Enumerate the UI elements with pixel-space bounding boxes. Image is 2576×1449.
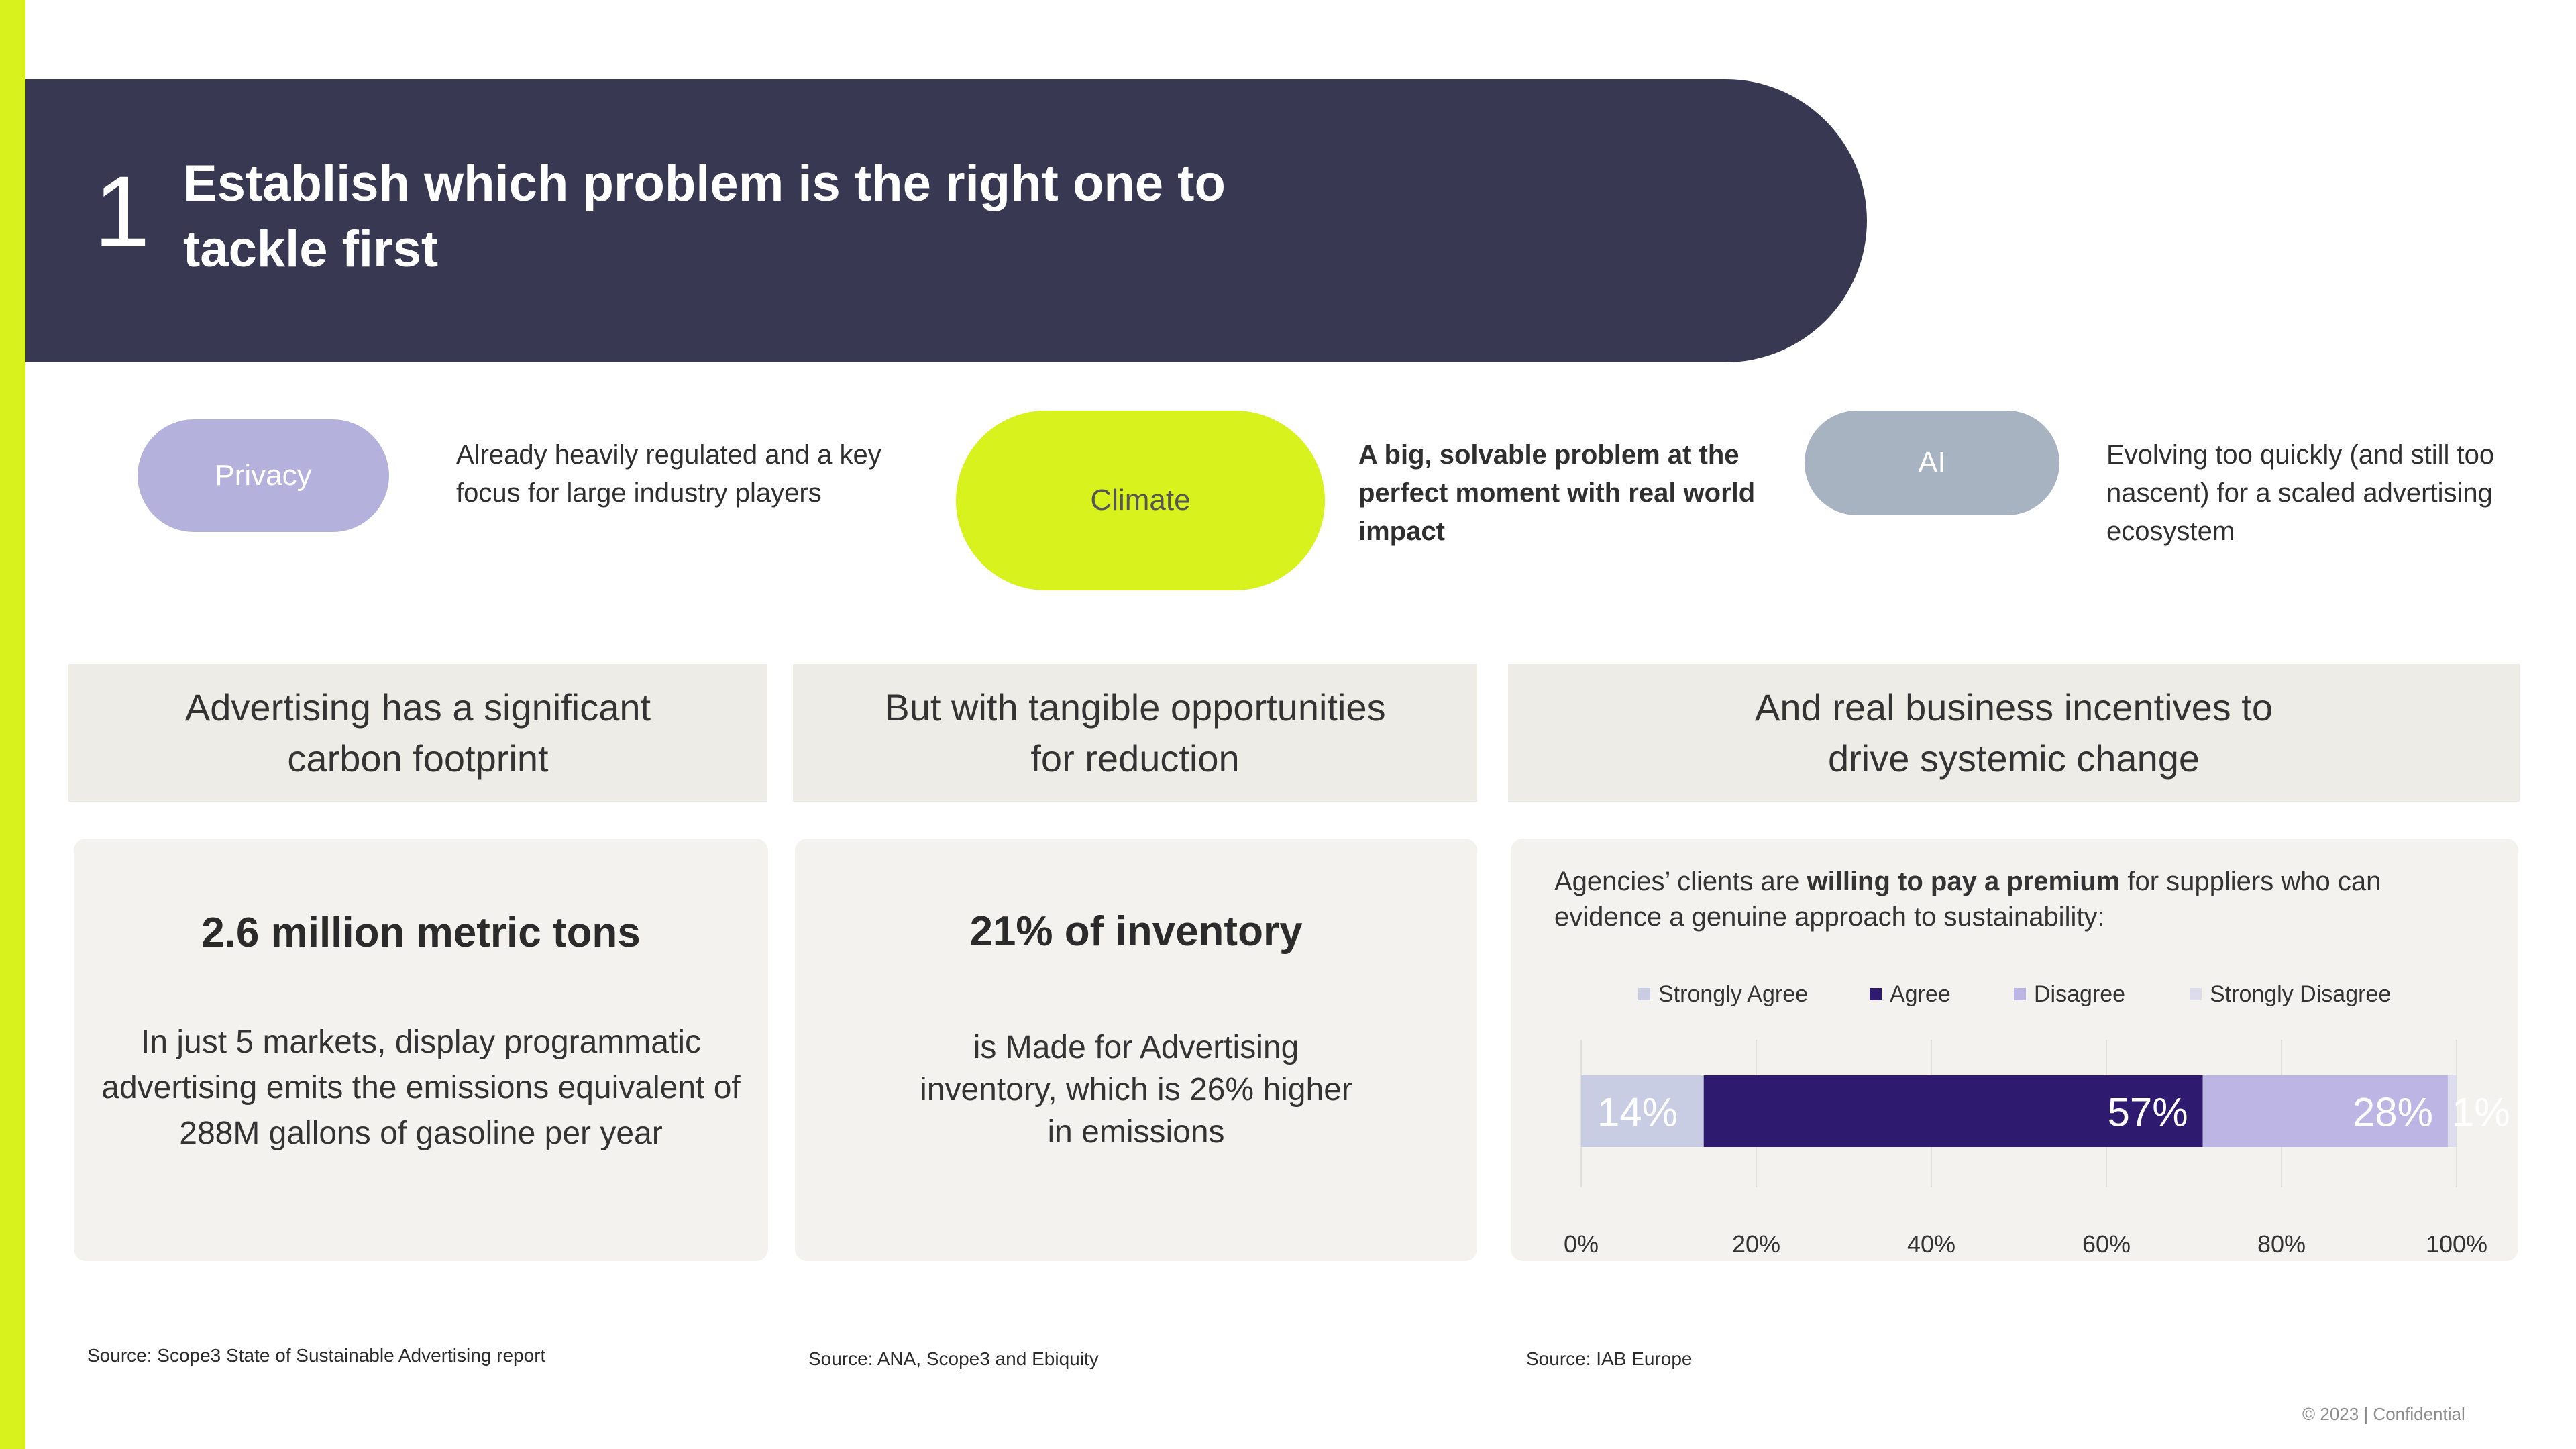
accent-bar xyxy=(0,0,25,1449)
legend-label: Strongly Disagree xyxy=(2210,981,2391,1007)
x-tick-label: 100% xyxy=(2426,1230,2487,1258)
bar-segment xyxy=(2447,1075,2457,1147)
step-number: 1 xyxy=(94,155,150,268)
legend-swatch xyxy=(1638,988,1650,1000)
footer-note: © 2023 | Confidential xyxy=(2302,1404,2465,1424)
privacy-pill: Privacy xyxy=(138,419,389,532)
chart-intro-prefix: Agencies’ clients are xyxy=(1554,867,1807,896)
x-tick-label: 20% xyxy=(1732,1230,1780,1258)
header-banner xyxy=(25,79,1867,362)
source-incentives: Source: IAB Europe xyxy=(1526,1348,1693,1369)
data-label: 57% xyxy=(2107,1090,2188,1135)
data-label: 28% xyxy=(2353,1090,2433,1135)
stacked-bar-chart: 0% 20% 40% 60% 80% 100% Strongly Agree Agree Dis… xyxy=(1564,981,2510,1258)
legend-label: Disagree xyxy=(2034,981,2125,1007)
chart-intro-bold: willing to pay a premium xyxy=(1807,867,2121,896)
legend-label: Agree xyxy=(1890,981,1951,1007)
legend-swatch xyxy=(2190,988,2202,1000)
source-opportunities: Source: ANA, Scope3 and Ebiquity xyxy=(808,1348,1099,1369)
inventory-text: is Made for Advertising inventory, which… xyxy=(920,1030,1352,1150)
data-label: 14% xyxy=(1597,1090,1678,1135)
privacy-description: Already heavily regulated and a key focu… xyxy=(456,440,881,508)
legend-label: Strongly Agree xyxy=(1658,981,1808,1007)
x-tick-label: 0% xyxy=(1564,1230,1599,1258)
column-heading-opportunities: But with tangible opportunities for redu… xyxy=(793,664,1477,802)
footprint-card: 2.6 million metric tons In just 5 market… xyxy=(74,839,768,1261)
ai-pill: AI xyxy=(1805,411,2059,515)
climate-pill: Climate xyxy=(956,411,1325,590)
ai-description: Evolving too quickly (and still too nasc… xyxy=(2106,440,2495,546)
inventory-card: 21% of inventory is Made for Advertising… xyxy=(795,839,1477,1261)
column-heading-text: And real business incentives to drive sy… xyxy=(1755,686,2273,780)
footprint-stat: 2.6 million metric tons xyxy=(201,910,641,956)
incentives-card: Agencies’ clients are willing to pay a p… xyxy=(1511,839,2518,1261)
source-footprint: Source: Scope3 State of Sustainable Adve… xyxy=(87,1345,546,1366)
page-title: Establish which problem is the right one… xyxy=(183,155,1226,278)
bar-segment xyxy=(1703,1075,2203,1147)
footprint-text: In just 5 markets, display programmatic … xyxy=(101,1024,741,1151)
column-heading-text: But with tangible opportunities for redu… xyxy=(884,686,1386,780)
climate-description: A big, solvable problem at the perfect m… xyxy=(1358,440,1756,546)
data-label: 1% xyxy=(2452,1090,2510,1135)
chart-intro: Agencies’ clients are willing to pay a p… xyxy=(1554,864,2493,935)
bar-segment xyxy=(2202,1075,2448,1147)
column-heading-footprint: Advertising has a significant carbon foo… xyxy=(68,664,767,802)
bar-segment xyxy=(1581,1075,1704,1147)
x-tick-label: 40% xyxy=(1907,1230,1955,1258)
legend-swatch xyxy=(1870,988,1882,1000)
legend-swatch xyxy=(2014,988,2026,1000)
column-heading-text: Advertising has a significant carbon foo… xyxy=(184,686,651,780)
x-tick-label: 60% xyxy=(2082,1230,2131,1258)
chart-intro-suffix: for suppliers who can evidence a genuine… xyxy=(1554,867,2381,932)
x-tick-label: 80% xyxy=(2257,1230,2306,1258)
column-heading-incentives: And real business incentives to drive sy… xyxy=(1508,664,2520,802)
inventory-stat: 21% of inventory xyxy=(969,908,1303,955)
